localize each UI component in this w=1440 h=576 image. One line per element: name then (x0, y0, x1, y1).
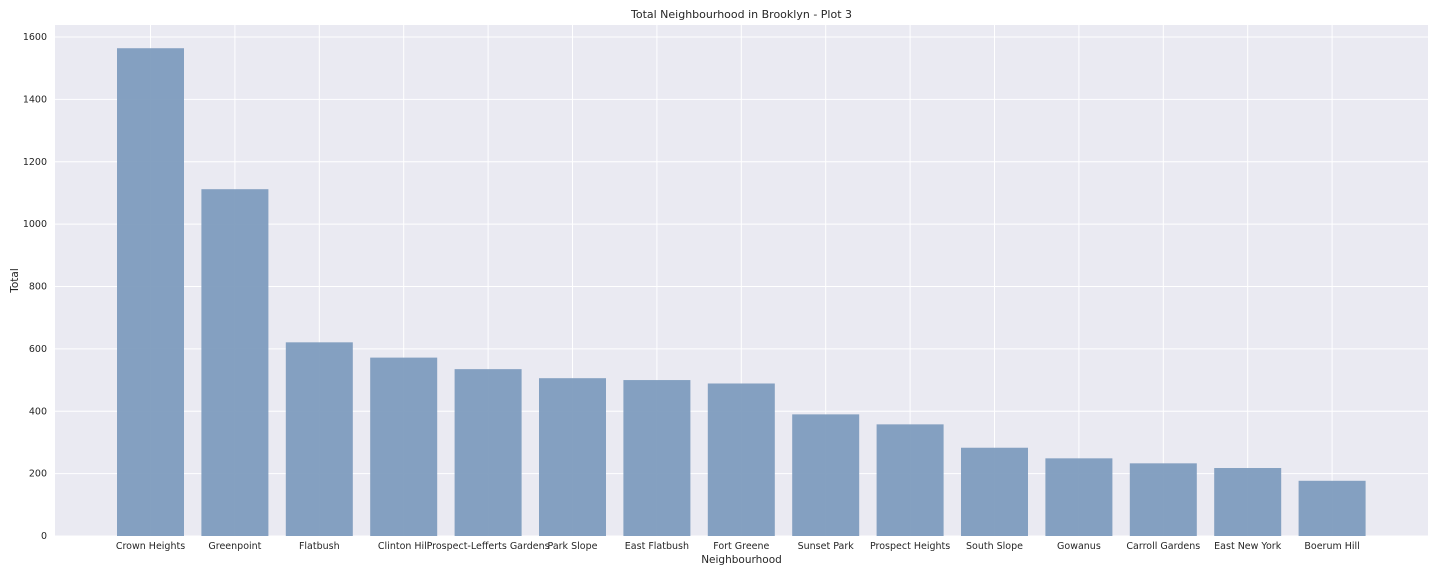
y-axis-label: Total (9, 268, 21, 294)
x-tick-label: Fort Greene (713, 541, 769, 552)
x-tick-label: Greenpoint (208, 541, 261, 552)
bar (286, 342, 353, 536)
x-tick-label: Flatbush (299, 541, 340, 552)
y-tick-label: 0 (41, 531, 47, 542)
bar (708, 383, 775, 536)
y-tick-label: 1400 (23, 94, 47, 105)
bar (792, 414, 859, 536)
x-tick-label: Boerum Hill (1304, 541, 1359, 552)
x-tick-label: Sunset Park (798, 541, 855, 552)
bar (1130, 463, 1197, 536)
bar (1214, 468, 1281, 536)
y-tick-label: 1200 (23, 157, 47, 168)
y-tick-label: 800 (29, 282, 47, 293)
bar (455, 369, 522, 536)
y-tick-label: 400 (29, 406, 47, 417)
x-axis-label: Neighbourhood (701, 554, 782, 566)
x-tick-label: South Slope (966, 541, 1023, 552)
bar (1045, 458, 1112, 536)
bar (1299, 481, 1366, 536)
x-tick-label: Prospect Heights (870, 541, 950, 552)
x-tick-label: Carroll Gardens (1126, 541, 1200, 552)
x-tick-label: Clinton Hill (378, 541, 430, 552)
bar (201, 189, 268, 536)
bar (370, 358, 437, 536)
x-tick-label: Park Slope (548, 541, 598, 552)
y-tick-label: 600 (29, 344, 47, 355)
bar (623, 380, 690, 536)
bar (539, 378, 606, 536)
y-tick-label: 200 (29, 469, 47, 480)
y-tick-labels: 0 200 400 600 800 1000 1200 1400 1600 (23, 32, 47, 542)
x-tick-label: East New York (1214, 541, 1282, 552)
x-tick-label: Gowanus (1057, 541, 1101, 552)
y-tick-label: 1600 (23, 32, 47, 43)
x-tick-label: Prospect-Lefferts Gardens (427, 541, 550, 552)
y-tick-label: 1000 (23, 219, 47, 230)
chart-title: Total Neighbourhood in Brooklyn - Plot 3 (630, 8, 852, 21)
bar (117, 48, 184, 536)
x-tick-labels: Crown Heights Greenpoint Flatbush Clinton H… (116, 541, 1360, 552)
bar (877, 424, 944, 536)
bar (961, 448, 1028, 536)
x-tick-label: East Flatbush (625, 541, 689, 552)
x-tick-label: Crown Heights (116, 541, 185, 552)
